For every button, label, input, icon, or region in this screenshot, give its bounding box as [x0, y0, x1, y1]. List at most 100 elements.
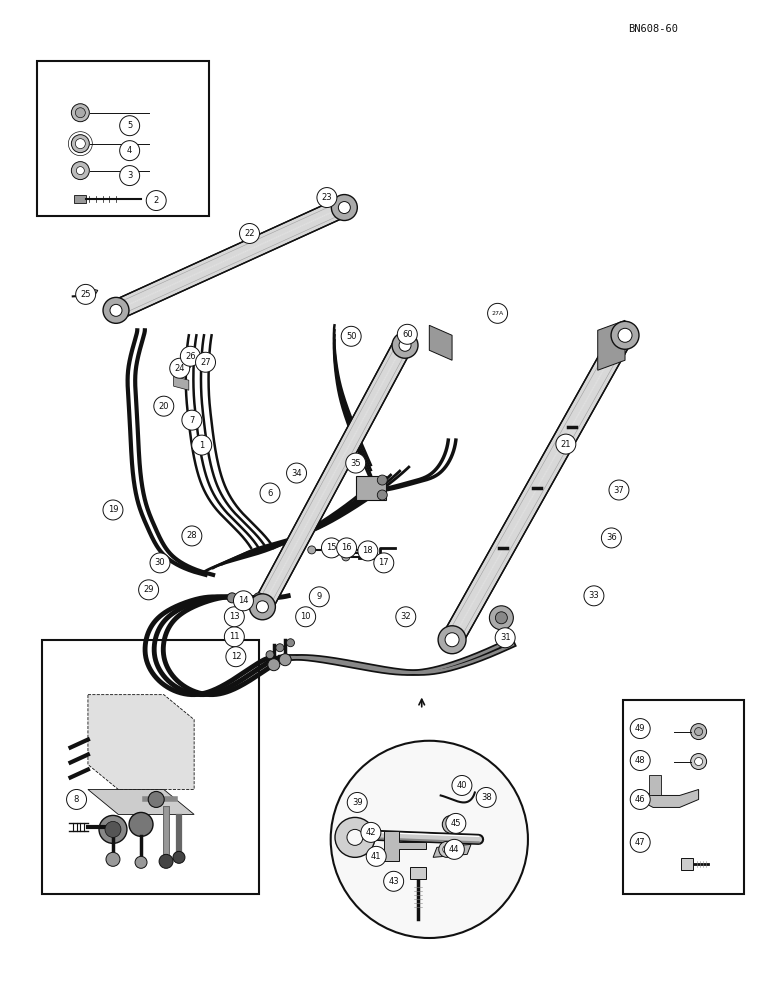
- Text: 38: 38: [481, 793, 492, 802]
- Polygon shape: [433, 844, 471, 857]
- Text: 8: 8: [74, 795, 79, 804]
- Circle shape: [323, 546, 331, 554]
- Text: 48: 48: [635, 756, 645, 765]
- Text: 20: 20: [159, 402, 169, 411]
- Bar: [74, 195, 86, 203]
- Circle shape: [110, 304, 122, 316]
- Circle shape: [224, 607, 244, 627]
- Circle shape: [256, 601, 268, 613]
- Circle shape: [399, 339, 411, 351]
- Circle shape: [266, 651, 274, 659]
- Circle shape: [489, 606, 513, 630]
- Text: 37: 37: [613, 486, 624, 495]
- Circle shape: [331, 741, 528, 938]
- Text: 16: 16: [341, 543, 352, 552]
- Text: 9: 9: [317, 592, 322, 601]
- Circle shape: [337, 538, 356, 558]
- Circle shape: [99, 815, 127, 843]
- Text: 2: 2: [154, 196, 159, 205]
- Text: 19: 19: [108, 505, 119, 514]
- Circle shape: [226, 647, 245, 667]
- Circle shape: [75, 139, 85, 149]
- Polygon shape: [77, 286, 98, 300]
- Circle shape: [75, 108, 85, 118]
- Circle shape: [445, 839, 464, 859]
- Polygon shape: [442, 330, 632, 645]
- Circle shape: [584, 586, 604, 606]
- Bar: [191, 356, 202, 364]
- Circle shape: [148, 791, 164, 807]
- Circle shape: [254, 593, 264, 603]
- Text: 27: 27: [200, 358, 211, 367]
- Circle shape: [71, 104, 90, 122]
- Text: 36: 36: [606, 533, 617, 542]
- Circle shape: [119, 166, 140, 186]
- Bar: [37, 61, 209, 216]
- Circle shape: [446, 813, 466, 833]
- Circle shape: [377, 490, 388, 500]
- Circle shape: [496, 612, 508, 624]
- Circle shape: [342, 553, 350, 561]
- Circle shape: [150, 553, 170, 573]
- Text: 4: 4: [127, 146, 132, 155]
- Text: 31: 31: [500, 633, 511, 642]
- Circle shape: [279, 654, 291, 666]
- Text: 43: 43: [388, 877, 399, 886]
- Circle shape: [180, 346, 201, 366]
- Text: BN608-60: BN608-60: [628, 24, 678, 34]
- Circle shape: [397, 324, 417, 344]
- Circle shape: [630, 719, 651, 739]
- Text: 24: 24: [175, 364, 185, 373]
- Text: 26: 26: [185, 352, 195, 361]
- Text: 45: 45: [451, 819, 461, 828]
- Circle shape: [695, 758, 702, 766]
- Circle shape: [341, 326, 361, 346]
- Circle shape: [630, 751, 651, 771]
- Text: 14: 14: [238, 596, 249, 605]
- Text: 3: 3: [127, 171, 132, 180]
- Text: 39: 39: [352, 798, 363, 807]
- Text: 25: 25: [81, 290, 91, 299]
- Text: 11: 11: [229, 632, 239, 641]
- Circle shape: [129, 812, 153, 836]
- Circle shape: [347, 792, 367, 812]
- Circle shape: [446, 819, 456, 829]
- Circle shape: [154, 396, 174, 416]
- Polygon shape: [649, 775, 660, 795]
- Text: 47: 47: [635, 838, 645, 847]
- Text: 44: 44: [449, 845, 460, 854]
- Text: 1: 1: [199, 441, 204, 450]
- Circle shape: [103, 500, 123, 520]
- Circle shape: [119, 116, 140, 136]
- Circle shape: [346, 453, 366, 473]
- Text: 46: 46: [635, 795, 645, 804]
- Circle shape: [260, 483, 280, 503]
- Circle shape: [331, 549, 338, 557]
- Polygon shape: [597, 320, 625, 370]
- Text: 27A: 27A: [492, 311, 504, 316]
- Circle shape: [442, 815, 461, 833]
- Circle shape: [276, 644, 283, 652]
- Text: 35: 35: [350, 459, 361, 468]
- Circle shape: [173, 851, 185, 863]
- Circle shape: [452, 775, 472, 795]
- Text: 41: 41: [371, 852, 382, 861]
- Circle shape: [556, 434, 576, 454]
- Circle shape: [443, 845, 451, 853]
- Text: 13: 13: [229, 612, 239, 621]
- Bar: [682, 858, 693, 870]
- Text: 34: 34: [291, 469, 302, 478]
- Circle shape: [331, 195, 357, 221]
- Circle shape: [392, 332, 418, 358]
- Polygon shape: [88, 789, 194, 814]
- Text: 23: 23: [321, 193, 332, 202]
- Text: 50: 50: [346, 332, 356, 341]
- Circle shape: [321, 538, 341, 558]
- Bar: [622, 700, 744, 894]
- Text: 28: 28: [186, 531, 197, 540]
- Text: 42: 42: [366, 828, 376, 837]
- Circle shape: [287, 463, 306, 483]
- Text: 15: 15: [326, 543, 337, 552]
- Circle shape: [347, 829, 363, 845]
- Polygon shape: [638, 789, 698, 807]
